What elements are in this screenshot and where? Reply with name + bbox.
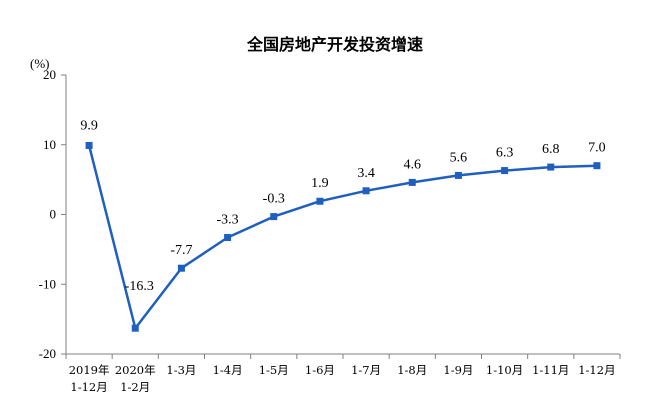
data-label: -3.3 [216,213,238,228]
y-tick-label: -20 [39,346,56,361]
data-label: 3.4 [357,166,375,181]
x-tick-label: 1-8月 [397,363,427,377]
x-tick-label: 1-12月 [70,380,107,394]
x-tick-label: 1-2月 [120,380,150,394]
data-point [316,197,324,205]
x-tick-label: 1-11月 [532,363,569,377]
series-investment-growth [87,145,597,330]
data-label: -7.7 [170,243,192,258]
y-axis-unit: (%) [30,56,50,71]
x-tick-label: 1-10月 [486,363,523,377]
data-label: 5.6 [450,150,468,165]
data-label: -16.3 [125,279,154,294]
y-tick-label: 20 [43,67,56,82]
x-tick-label: 1-5月 [259,363,289,377]
y-axis-ticks: 20 10 0 -10 -20 [39,67,66,361]
data-point [131,324,139,332]
x-tick-label: 1-3月 [166,363,196,377]
x-tick-label: 1-9月 [443,363,473,377]
series-line [87,145,597,330]
data-point [547,163,555,171]
data-point [593,162,601,170]
data-point [454,171,462,179]
data-point [224,234,232,242]
data-label: 6.3 [496,146,514,161]
x-tick-label: 1-6月 [305,363,335,377]
data-label: 4.6 [404,157,422,172]
data-label: -0.3 [263,192,285,207]
y-tick-label: 0 [50,207,57,222]
y-tick-label: 10 [43,137,56,152]
x-tick-label: 2019年 [69,363,110,377]
data-label: 6.8 [542,142,560,157]
data-label: 9.9 [80,118,98,133]
x-tick-label: 1-12月 [578,363,615,377]
x-tick-label: 1-7月 [351,363,381,377]
data-points [85,141,601,332]
data-point [177,264,185,272]
data-point [270,213,278,221]
data-point [85,141,93,149]
data-point [408,178,416,186]
data-point [362,187,370,195]
data-label: 7.0 [588,141,606,156]
x-tick-label: 1-4月 [213,363,243,377]
data-point [501,167,509,175]
x-axis-ticks: 2019年 1-12月 2020年 1-2月 1-3月 1-4月 1-5月 1-6月 1-7月 1… [65,354,621,394]
y-tick-label: -10 [39,276,56,291]
data-label: 1.9 [311,176,329,191]
chart-title: 全国房地产开发投资增速 [246,35,423,54]
data-labels: 9.9 -16.3 -7.7 -3.3 -0.3 1.9 3.4 4.6 5.6 6.3 6.8 7.… [80,118,605,294]
x-tick-label: 2020年 [115,363,156,377]
